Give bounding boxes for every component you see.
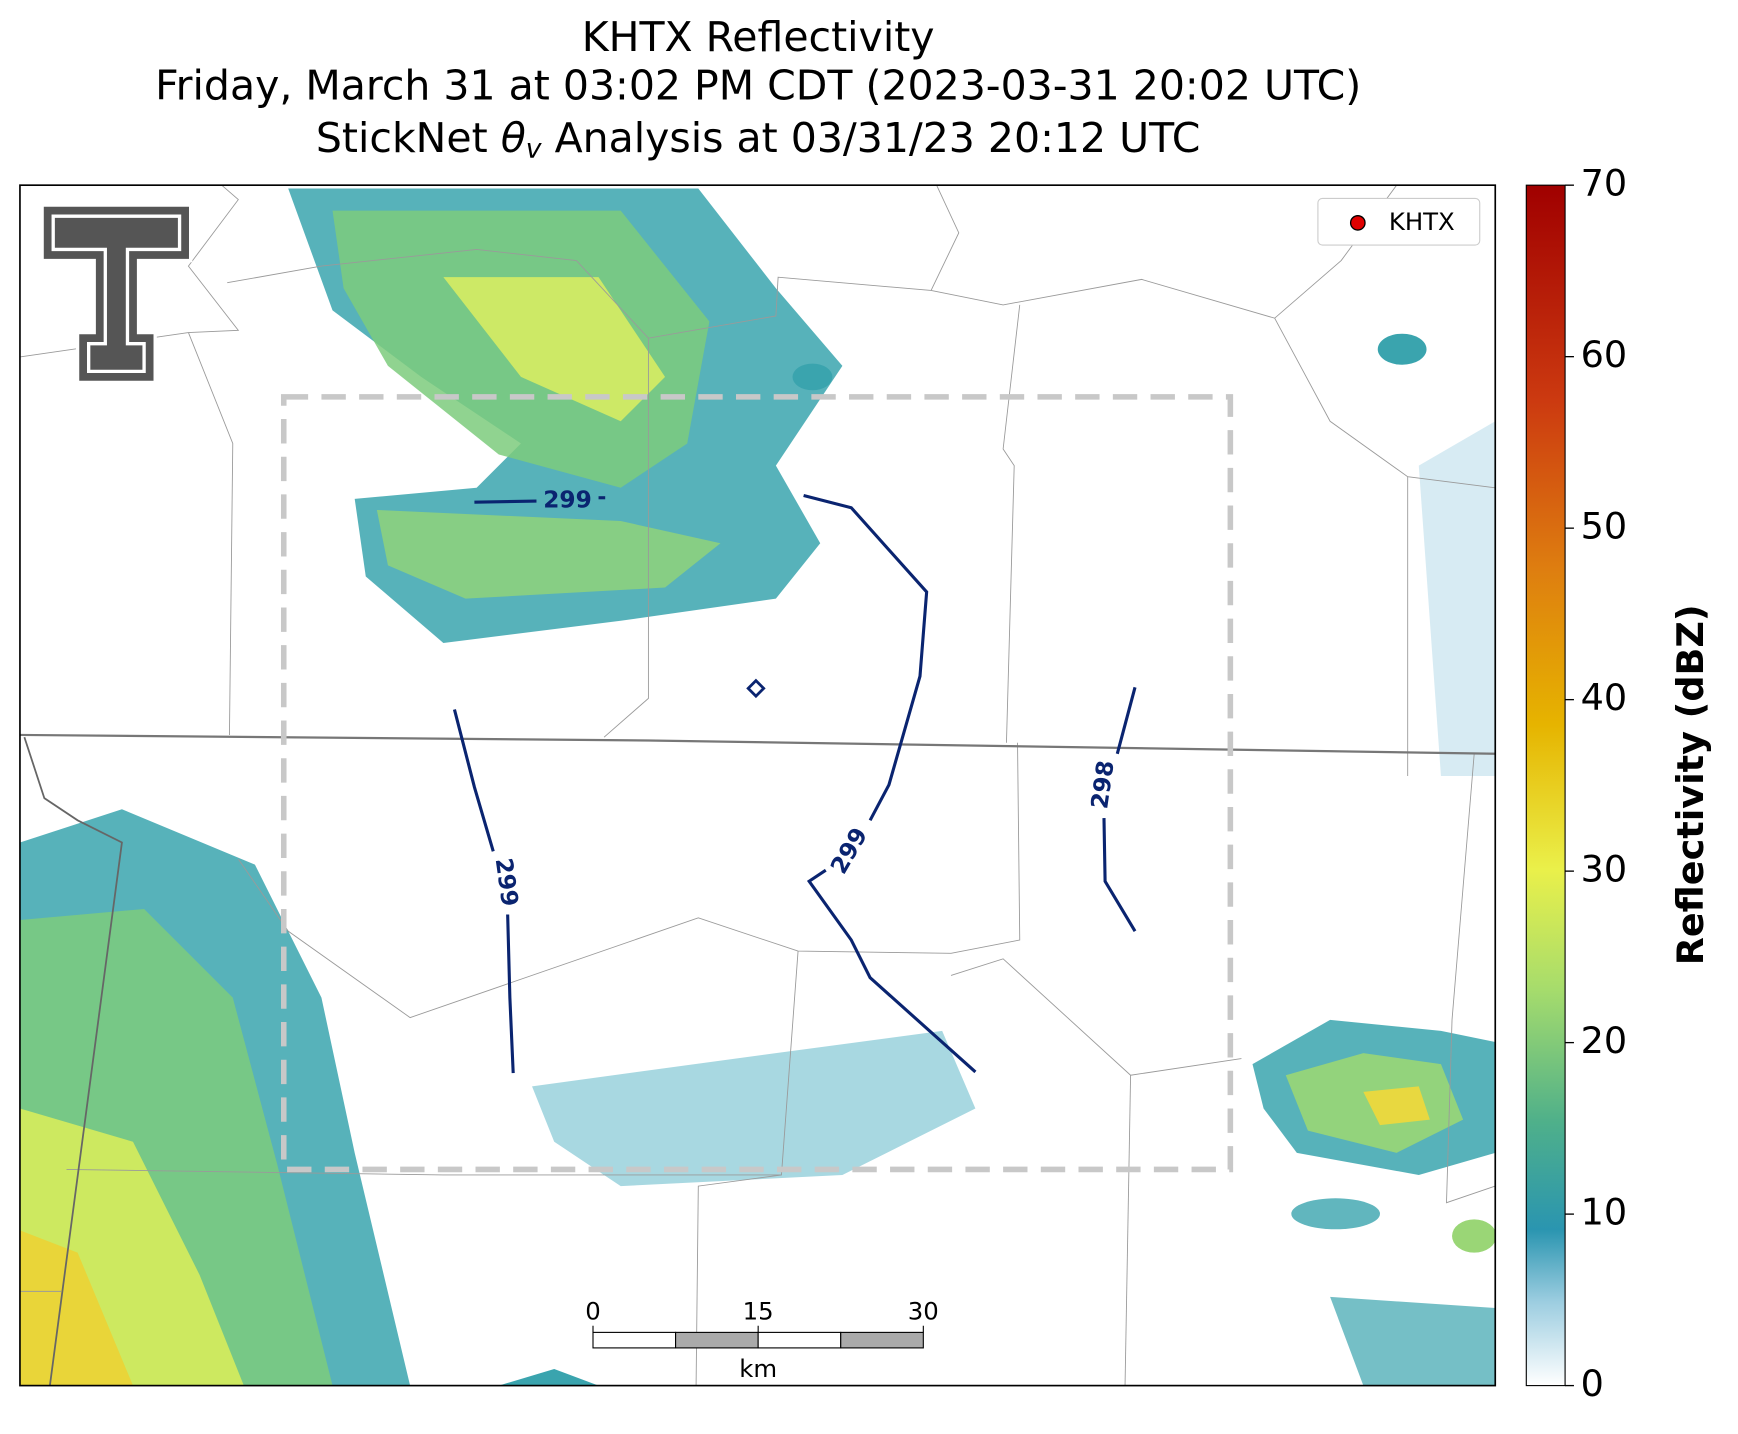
contour xyxy=(474,499,537,504)
contour xyxy=(506,914,515,1074)
contour-label: 299 xyxy=(543,487,592,514)
county-line xyxy=(930,185,960,291)
title-line: KHTX Reflectivity xyxy=(582,13,935,61)
echo xyxy=(1452,1219,1496,1253)
colorbar xyxy=(1525,184,1566,1387)
echo xyxy=(1377,333,1427,365)
echo xyxy=(792,363,833,391)
colorbar-tick-label: 30 xyxy=(1581,848,1628,891)
map-area: 299 299 299 298 km xyxy=(19,185,1496,1386)
title-line: Friday, March 31 at 03:02 PM CDT (2023-0… xyxy=(155,62,1361,110)
colorbar-tick-label: 20 xyxy=(1581,1019,1628,1062)
contour xyxy=(806,868,977,1074)
legend-marker xyxy=(1349,214,1366,231)
colorbar-tick-label: 0 xyxy=(1581,1362,1604,1405)
colorbar-tick-label: 40 xyxy=(1581,676,1628,719)
scale-tick-label: 15 xyxy=(743,1296,774,1325)
county-line xyxy=(1274,317,1496,489)
county-line xyxy=(188,332,234,735)
county-line xyxy=(1124,1075,1132,1386)
echo xyxy=(1363,1086,1430,1126)
county-line xyxy=(19,185,240,358)
legend-label: KHTX xyxy=(1389,207,1455,236)
contour xyxy=(746,678,766,699)
county-line xyxy=(603,338,649,738)
logo xyxy=(40,203,193,385)
scale-segment xyxy=(675,1331,759,1349)
echo xyxy=(1291,1198,1380,1230)
county-line xyxy=(66,1169,782,1176)
county-line xyxy=(950,958,1242,1076)
contour xyxy=(1102,818,1137,932)
echo xyxy=(498,1368,599,1386)
state-border xyxy=(23,736,123,1386)
scale-tick-label: 30 xyxy=(908,1296,939,1325)
colorbar-tick-label: 60 xyxy=(1581,333,1628,376)
county-line xyxy=(237,742,1021,1019)
colorbar-tick-label: 10 xyxy=(1581,1191,1628,1234)
title-subscript: v xyxy=(526,133,543,164)
echo xyxy=(443,277,666,422)
colorbar-label: Reflectivity (dBZ) xyxy=(1669,604,1712,965)
county-line xyxy=(1002,304,1021,743)
scale-segment xyxy=(840,1331,924,1349)
analysis-domain xyxy=(280,394,1234,1173)
legend: KHTX xyxy=(1317,197,1481,246)
echo xyxy=(1330,1296,1496,1386)
echo xyxy=(376,509,721,599)
colorbar-tick-label: 50 xyxy=(1581,505,1628,548)
scale-tick-label: 0 xyxy=(585,1296,601,1325)
contour xyxy=(803,494,929,822)
title-text: Analysis at 03/31/23 20:12 UTC xyxy=(542,114,1201,162)
colorbar-tick-label: 70 xyxy=(1581,162,1628,205)
contour xyxy=(1115,686,1137,755)
county-line xyxy=(695,951,799,1386)
logo-shape xyxy=(40,203,193,385)
map-frame xyxy=(19,184,1497,1387)
logo-shape xyxy=(51,214,182,374)
contour-label: 299 xyxy=(490,856,523,908)
county-line xyxy=(1446,753,1496,1204)
echo xyxy=(532,1030,976,1187)
title-line: StickNet θv Analysis at 03/31/23 20:12 U… xyxy=(316,114,1201,164)
contour xyxy=(452,709,495,852)
scale-segment xyxy=(592,1331,677,1349)
scale-segment xyxy=(757,1331,842,1349)
state-border xyxy=(19,733,1496,755)
echo xyxy=(1418,421,1496,776)
title-text: StickNet xyxy=(316,114,501,162)
contour-label: 298 xyxy=(1086,759,1119,811)
title-symbol: θ xyxy=(501,114,526,162)
legend-box xyxy=(1317,197,1481,246)
scale-unit: km xyxy=(739,1354,777,1383)
echo xyxy=(19,1230,134,1386)
scale-bar: km xyxy=(592,1331,924,1383)
contour-label: 299 xyxy=(825,823,873,879)
